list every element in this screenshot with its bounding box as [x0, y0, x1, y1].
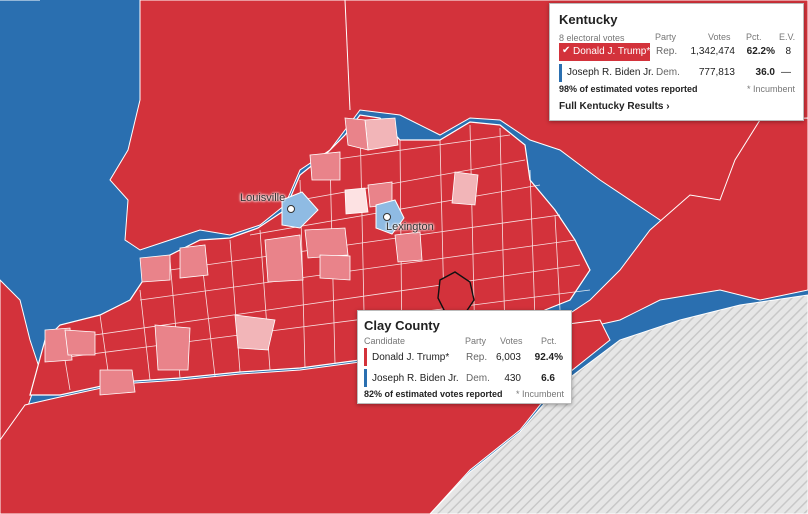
county-light: [234, 314, 276, 351]
candidate-votes: 6,003: [495, 352, 521, 363]
candidate-name: Donald J. Trump*: [573, 46, 651, 57]
lighter-counties[interactable]: [44, 117, 479, 396]
county-light: [264, 234, 304, 283]
county-light: [154, 324, 191, 371]
candidate-pct: 6.6: [541, 373, 555, 384]
party-color-bar: [364, 348, 367, 366]
candidate-pct: 62.2%: [746, 46, 775, 57]
electoral-votes-label: 8 electoral votes: [559, 33, 625, 43]
county-light: [451, 171, 479, 206]
candidate-party: Rep.: [656, 46, 678, 57]
county-results-popup[interactable]: Clay County Candidate Party Votes Pct. D…: [357, 310, 572, 404]
state-border-indiana-ohio: [344, 0, 351, 111]
county-light: [179, 244, 209, 279]
header-votes: Votes: [708, 32, 731, 42]
county-light: [319, 254, 351, 281]
winner-name-cell: [559, 43, 650, 61]
candidate-name: Joseph R. Biden Jr.: [567, 67, 654, 78]
candidate-votes: 777,813: [698, 67, 735, 78]
party-color-bar: [559, 64, 562, 82]
county-light: [99, 369, 136, 396]
header-candidate: Candidate: [364, 336, 406, 346]
county-light: [304, 227, 349, 259]
header-party: Party: [465, 336, 487, 346]
candidate-row-trump[interactable]: Donald J. Trump* Rep. 6,003 92.4%: [364, 348, 565, 366]
city-label-louisville: Louisville: [240, 192, 286, 204]
county-light: [309, 151, 341, 181]
county-light: [394, 231, 423, 263]
votes-reported-text: 82% of estimated votes reported: [364, 389, 503, 399]
candidate-party: Rep.: [466, 352, 488, 363]
full-results-link[interactable]: Full Kentucky Results ›: [559, 101, 670, 112]
candidate-votes: 430: [504, 373, 521, 384]
party-color-bar: [364, 369, 367, 387]
candidate-ev: —: [781, 67, 791, 78]
county-light: [64, 329, 96, 356]
lexington-marker: [383, 213, 391, 221]
header-votes: Votes: [500, 336, 523, 346]
state-west-virginia[interactable]: [559, 117, 808, 331]
county-light: [44, 327, 73, 363]
header-party: Party: [655, 32, 677, 42]
county-light: [364, 117, 399, 151]
candidate-votes: 1,342,474: [690, 46, 736, 57]
header-pct: Pct.: [541, 336, 557, 346]
county-clay-highlight[interactable]: [437, 271, 475, 319]
candidate-name: Joseph R. Biden Jr.: [372, 373, 459, 384]
incumbent-note: * Incumbent: [515, 389, 564, 399]
incumbent-note: * Incumbent: [746, 84, 795, 94]
county-light: [344, 187, 369, 215]
candidate-ev: 8: [785, 46, 791, 57]
candidate-row-biden[interactable]: Joseph R. Biden Jr. Dem. 430 6.6: [364, 369, 565, 387]
votes-reported-text: 98% of estimated votes reported: [559, 84, 698, 94]
candidate-row-trump[interactable]: ✔ Donald J. Trump* Rep. 1,342,474 62.2% …: [559, 43, 797, 61]
louisville-marker: [287, 205, 295, 213]
county-light: [344, 117, 369, 151]
city-label-lexington: Lexington: [386, 221, 434, 233]
candidate-name: Donald J. Trump*: [372, 352, 450, 363]
county-jefferson[interactable]: [281, 191, 319, 229]
state-title: Kentucky: [559, 12, 618, 27]
candidate-pct: 92.4%: [534, 352, 563, 363]
candidate-row-biden[interactable]: Joseph R. Biden Jr. Dem. 777,813 36.0 —: [559, 64, 797, 82]
state-virginia-hatched: [429, 294, 808, 514]
candidate-pct: 36.0: [755, 67, 775, 78]
county-title: Clay County: [364, 318, 440, 333]
county-light: [139, 254, 171, 283]
candidate-party: Dem.: [466, 373, 490, 384]
state-results-popup[interactable]: Kentucky 8 electoral votes Party Votes P…: [549, 3, 804, 121]
checkmark-icon: ✔: [562, 45, 571, 56]
candidate-party: Dem.: [656, 67, 680, 78]
header-ev: E.V.: [779, 32, 796, 42]
header-pct: Pct.: [746, 32, 762, 42]
